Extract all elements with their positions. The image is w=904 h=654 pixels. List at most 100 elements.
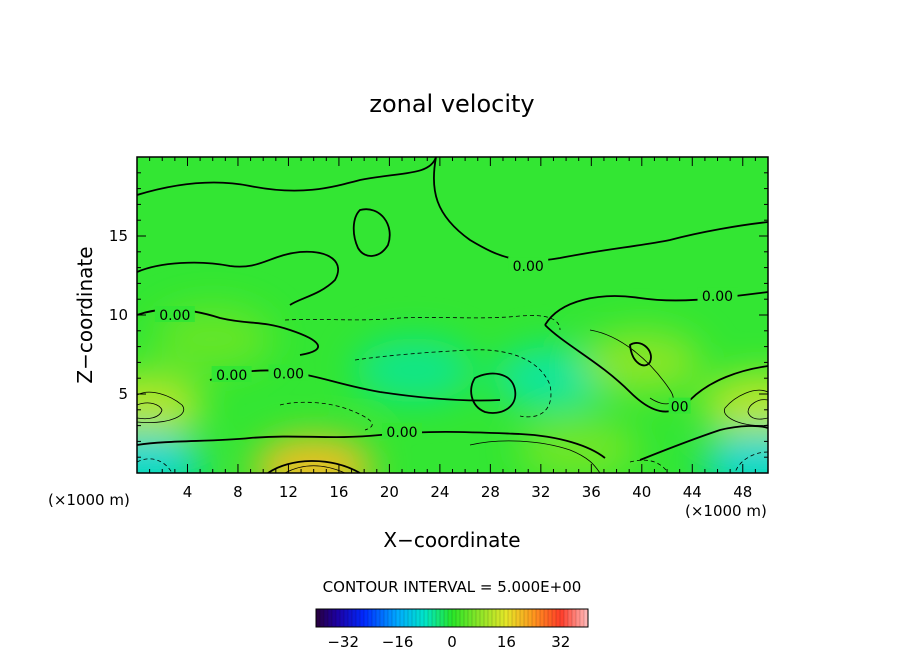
contour-label-bg-5 — [382, 422, 423, 439]
colorbar-swatch — [520, 609, 525, 627]
colorbar-swatch — [336, 609, 341, 627]
colorbar-swatch — [524, 609, 529, 627]
colorbar-swatch — [552, 609, 557, 627]
x-tick-label: 48 — [733, 483, 752, 501]
colorbar-swatch — [356, 609, 361, 627]
colorbar-swatch — [432, 609, 437, 627]
colorbar-swatch — [508, 609, 513, 627]
x-tick-label: 28 — [481, 483, 500, 501]
colorbar-swatch — [384, 609, 389, 627]
colorbar-swatch — [328, 609, 333, 627]
colorbar-swatch — [560, 609, 565, 627]
colorbar-swatch — [460, 609, 465, 627]
contour-label-1: 0.00 — [702, 289, 733, 305]
colorbar-swatch — [496, 609, 501, 627]
colorbar-swatch — [364, 609, 369, 627]
colorbar-swatch — [424, 609, 429, 627]
colorbar-swatch — [320, 609, 325, 627]
colorbar-swatch — [568, 609, 573, 627]
colorbar-swatch — [444, 609, 449, 627]
colorbar-swatch — [484, 609, 489, 627]
colorbar-swatch — [368, 609, 373, 627]
colorbar-swatch — [352, 609, 357, 627]
field-feature-7 — [581, 330, 702, 395]
colorbar-swatch — [456, 609, 461, 627]
colorbar-swatch — [388, 609, 393, 627]
colorbar-swatch — [556, 609, 561, 627]
colorbar-swatch — [376, 609, 381, 627]
field-feature-6 — [354, 338, 475, 403]
contour-label-bg-2 — [154, 306, 195, 322]
x-axis-ticks: 4 8 12 16 20 24 28 32 36 40 44 48 — [149, 157, 756, 501]
colorbar — [315, 609, 589, 627]
colorbar-swatch — [536, 609, 541, 627]
colorbar-swatch — [500, 609, 505, 627]
x-tick-label: 32 — [531, 483, 550, 501]
y-tick-label: 5 — [118, 385, 128, 403]
colorbar-swatch — [548, 609, 553, 627]
colorbar-swatch — [404, 609, 409, 627]
colorbar-swatch — [488, 609, 493, 627]
x-tick-label: 8 — [233, 483, 243, 501]
colorbar-swatch — [540, 609, 545, 627]
x-unit-left: (×1000 m) — [48, 491, 130, 509]
colorbar-swatch — [492, 609, 497, 627]
contour-interval-text: CONTOUR INTERVAL = 5.000E+00 — [323, 578, 582, 596]
colorbar-swatch — [428, 609, 433, 627]
colorbar-swatch — [564, 609, 569, 627]
y-axis-ticks: 5 10 15 — [109, 172, 768, 458]
contour-label-6: 00 — [671, 400, 689, 416]
colorbar-tick-label: 16 — [497, 633, 516, 651]
colorbar-swatch — [400, 609, 405, 627]
contour-label-bg-0 — [508, 257, 549, 274]
contour-label-bg-1 — [697, 287, 738, 304]
x-tick-label: 36 — [582, 483, 601, 501]
colorbar-swatch — [380, 609, 385, 627]
colorbar-tick-labels: −32 −16 0 16 32 — [327, 633, 570, 651]
colorbar-swatch — [436, 609, 441, 627]
field-feature-4 — [701, 431, 768, 473]
field-feature-8 — [152, 306, 273, 371]
colorbar-swatch — [348, 609, 353, 627]
colorbar-swatch — [340, 609, 345, 627]
contour-label-bg-3 — [211, 366, 252, 383]
colorbar-swatch — [332, 609, 337, 627]
contour-label-2: 0.00 — [159, 308, 190, 324]
colorbar-swatch — [532, 609, 537, 627]
contour-label-3: 0.00 — [216, 368, 247, 384]
colorbar-swatch — [344, 609, 349, 627]
colorbar-swatch — [572, 609, 577, 627]
x-tick-label: 16 — [329, 483, 348, 501]
colorbar-swatch — [464, 609, 469, 627]
x-tick-label: 44 — [683, 483, 702, 501]
colorbar-tick-label: 0 — [447, 633, 457, 651]
colorbar-swatch — [480, 609, 485, 627]
colorbar-swatch — [396, 609, 401, 627]
x-tick-label: 12 — [279, 483, 298, 501]
colorbar-swatch — [512, 609, 517, 627]
colorbar-swatch — [392, 609, 397, 627]
colorbar-swatch — [528, 609, 533, 627]
colorbar-swatch — [576, 609, 581, 627]
chart-title: zonal velocity — [369, 90, 534, 118]
colorbar-swatch — [324, 609, 329, 627]
colorbar-swatch — [516, 609, 521, 627]
x-tick-label: 40 — [632, 483, 651, 501]
field-feature-1 — [701, 373, 768, 438]
colorbar-swatch — [472, 609, 477, 627]
colorbar-swatch — [416, 609, 421, 627]
colorbar-swatch — [468, 609, 473, 627]
colorbar-swatch — [372, 609, 377, 627]
y-tick-label: 10 — [109, 306, 128, 324]
contour-label-0: 0.00 — [513, 259, 544, 275]
colorbar-swatch — [408, 609, 413, 627]
colorbar-swatch — [476, 609, 481, 627]
colorbar-swatch — [504, 609, 509, 627]
field-feature-0 — [137, 373, 204, 438]
x-axis-title: X−coordinate — [383, 528, 520, 552]
colorbar-swatch — [440, 609, 445, 627]
colorbar-swatch — [580, 609, 585, 627]
colorbar-swatch — [360, 609, 365, 627]
colorbar-swatch — [584, 609, 589, 627]
